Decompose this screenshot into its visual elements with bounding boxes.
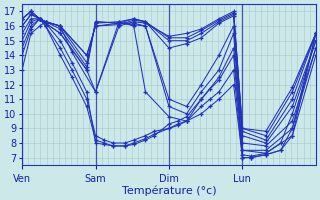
X-axis label: Température (°c): Température (°c) (122, 185, 216, 196)
